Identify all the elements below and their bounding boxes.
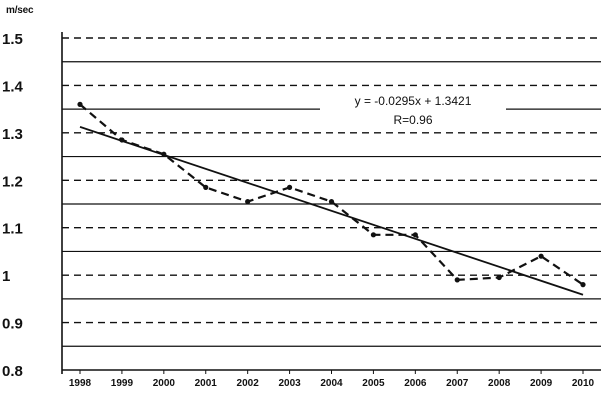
x-tick-label: 2000 — [153, 378, 176, 389]
data-point — [245, 199, 251, 205]
data-point — [203, 184, 209, 190]
data-point — [286, 184, 293, 190]
data-point — [328, 199, 335, 205]
data-point — [538, 253, 544, 259]
axes — [61, 32, 601, 374]
y-tick-labels: 1.5 1.4 1.3 1.2 1.1 1 0.9 0.8 — [2, 31, 24, 380]
x-tick-label: 1998 — [69, 378, 92, 389]
x-tick-label: 2009 — [530, 378, 553, 389]
x-tick-label: 2004 — [320, 378, 343, 389]
x-tick-label: 2002 — [237, 378, 260, 389]
gridlines — [62, 37, 601, 347]
x-tick-label: 2008 — [488, 378, 511, 389]
x-tick-label: 2005 — [362, 378, 385, 389]
data-point — [370, 232, 377, 238]
y-tick-label: 1.5 — [2, 31, 23, 48]
x-tick-label: 2006 — [404, 378, 427, 389]
series-layer — [77, 101, 586, 288]
equation-annotation: y = -0.0295x + 1.3421 R=0.96 — [320, 88, 506, 132]
x-tick-labels: 1998 1999 2000 2001 2002 2003 2004 2005 2006 2007… — [69, 378, 595, 389]
data-point — [412, 232, 418, 238]
y-tick-label: 1.4 — [2, 78, 24, 95]
data-point — [496, 274, 502, 281]
data-point — [77, 101, 83, 107]
trendline — [79, 126, 584, 296]
trendline-equation: y = -0.0295x + 1.3421 — [355, 94, 472, 108]
data-point — [161, 151, 167, 157]
y-tick-label: 1.2 — [2, 173, 23, 190]
x-tick-label: 2010 — [572, 378, 595, 389]
x-tick-label: 2007 — [446, 378, 469, 389]
y-axis-unit-label: m/sec — [6, 5, 34, 16]
y-tick-label: 1.1 — [2, 221, 23, 238]
trendline-layer — [79, 126, 584, 296]
data-point — [119, 137, 125, 143]
y-tick-label: 0.9 — [2, 316, 23, 333]
trendline-r-value: R=0.96 — [393, 113, 432, 127]
equation-box-bg — [320, 88, 506, 132]
y-tick-label: 0.8 — [2, 363, 23, 380]
x-tick-label: 2001 — [195, 378, 218, 389]
x-tick-label: 2003 — [278, 378, 301, 389]
data-point — [580, 282, 586, 288]
y-tick-label: 1 — [2, 268, 10, 285]
data-point — [454, 277, 460, 283]
y-tick-label: 1.3 — [2, 126, 23, 143]
x-tick-label: 1999 — [111, 378, 134, 389]
